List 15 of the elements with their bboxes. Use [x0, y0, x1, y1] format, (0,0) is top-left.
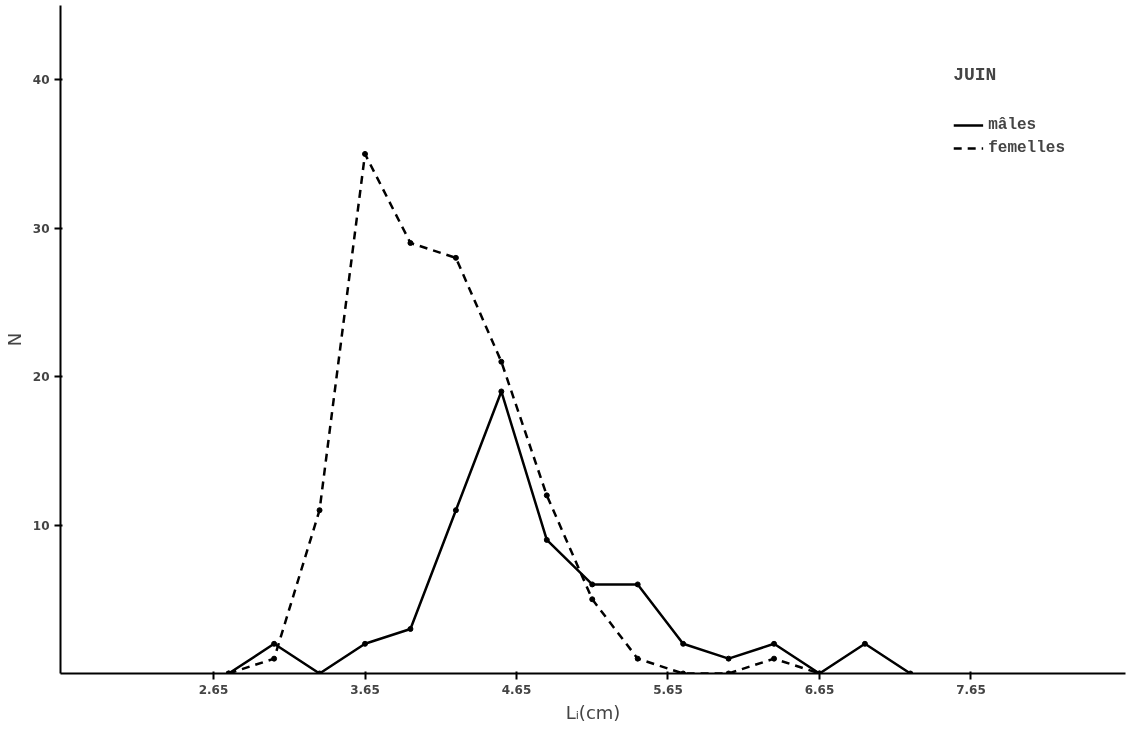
x-tick-label: 3.65	[350, 682, 380, 697]
legend-label: femelles	[988, 139, 1065, 157]
legend-title: JUIN	[953, 65, 998, 85]
x-tick-label: 6.65	[804, 682, 835, 697]
x-axis-title: Lᵢ(cm)	[565, 701, 621, 723]
x-tick-label: 5.65	[653, 682, 683, 697]
y-axis-title: N	[3, 332, 25, 347]
y-tick-label: 20	[32, 370, 50, 385]
x-tick-label: 2.65	[198, 682, 229, 697]
y-tick-label: 10	[32, 518, 50, 533]
legend-label: mâles	[988, 116, 1037, 134]
x-tick-label: 7.65	[956, 682, 986, 697]
y-tick-label: 40	[32, 73, 50, 88]
y-tick-label: 30	[32, 221, 50, 236]
x-tick-label: 4.65	[501, 682, 532, 697]
